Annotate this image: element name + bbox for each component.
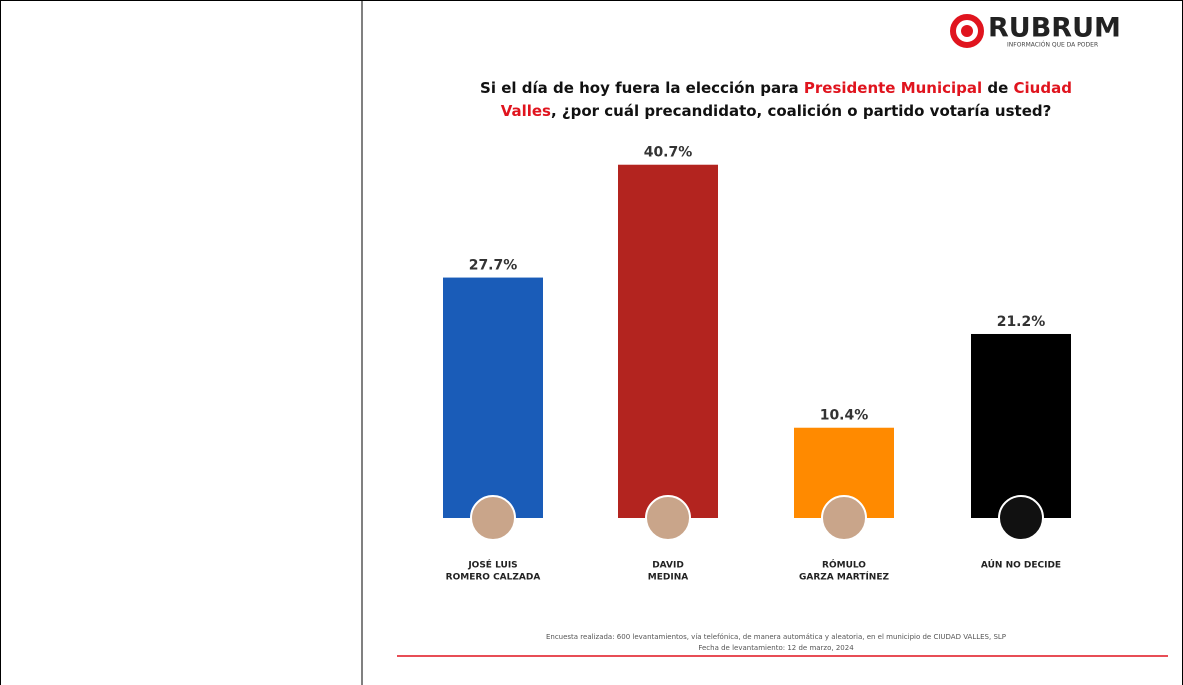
candidate-photo [470,495,516,541]
category-label: RÓMULO [822,559,866,571]
brand-tagline: INFORMACIÓN QUE DA PODER [1007,42,1098,49]
title-segment: , ¿por cuál precandidato, coalición o pa… [551,102,1051,120]
value-label: 10.4% [820,408,869,424]
footnote: Encuesta realizada: 600 levantamientos, … [546,633,1006,641]
category-label: AÚN NO DECIDE [981,559,1061,571]
value-label: 27.7% [469,258,518,274]
footnote: Fecha de levantamiento: 12 de marzo, 202… [698,644,854,652]
bar [618,164,718,518]
title-segment: Ciudad [1014,79,1072,97]
value-label: 21.2% [997,314,1046,330]
category-label: GARZA MARTÍNEZ [799,571,890,583]
title-line: Valles, ¿por cuál precandidato, coalició… [501,102,1052,120]
logo: RUBRUM INFORMACIÓN QUE DA PODER [950,13,1121,49]
brand: RUBRUM [988,13,1121,44]
candidate-photo [821,495,867,541]
title-segment: Valles [501,102,551,120]
category-label: MEDINA [648,573,688,583]
category-label: DAVID [652,561,684,571]
candidate-photo [998,495,1044,541]
category-label: ROMERO CALZADA [446,573,541,583]
logo-dot [961,25,973,37]
category-label: JOSÉ LUIS [467,559,517,571]
title-segment: Si el día de hoy fuera la elección para [480,79,804,97]
title-line: Si el día de hoy fuera la elección para … [480,79,1072,97]
logo-ring [950,14,984,48]
title-segment: de [982,79,1013,97]
value-label: 40.7% [644,145,693,161]
title-segment: Presidente Municipal [804,79,982,97]
candidate-photo [645,495,691,541]
bar [971,333,1071,518]
plot: 27.7% JOSÉ LUIS ROMERO CALZADA 40.7% DAVID ME… [443,145,1071,583]
bar [443,277,543,518]
